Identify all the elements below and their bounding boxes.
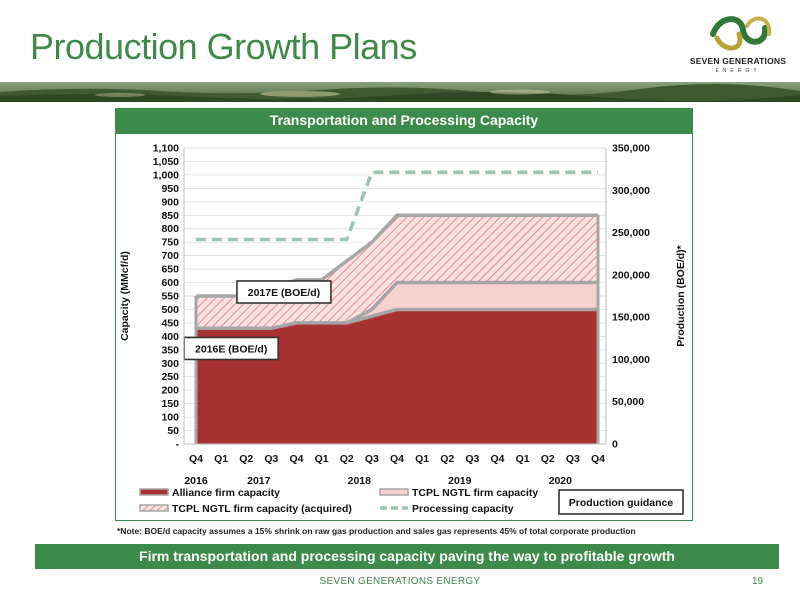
y2-tick-label: 250,000 — [612, 227, 650, 239]
x-tick-label: Q3 — [465, 453, 479, 465]
legend-item-alliance: Alliance firm capacity — [139, 487, 280, 499]
y-tick-label: 400 — [161, 331, 179, 343]
legend-item-processing: Processing capacity — [380, 503, 514, 515]
x-tick-label: Q1 — [516, 453, 530, 465]
y2-tick-label: 150,000 — [612, 312, 650, 324]
year-label: 2017 — [247, 475, 271, 487]
y2-tick-label: 200,000 — [612, 269, 650, 281]
page-number: 19 — [752, 576, 764, 587]
x-tick-label: Q4 — [289, 453, 303, 465]
footer-message: Firm transportation and processing capac… — [35, 544, 779, 569]
y-tick-label: 750 — [161, 237, 179, 249]
year-label: 2020 — [549, 475, 573, 487]
y-tick-label: 1,100 — [153, 143, 179, 155]
y-tick-label: 500 — [161, 304, 179, 316]
legend-label: Processing capacity — [412, 503, 514, 515]
legend-swatch — [379, 488, 409, 496]
y2-axis-title: Production (BOE/d)* — [675, 244, 687, 346]
company-logo: SEVEN GENERATIONS ENERGY — [683, 8, 793, 78]
y-tick-label: 50 — [167, 425, 179, 437]
logo-mark-icon — [710, 16, 772, 51]
x-tick-label: Q3 — [365, 453, 379, 465]
annotation-label: 2016E (BOE/d) — [195, 343, 267, 355]
x-tick-label: Q2 — [239, 453, 253, 465]
legend-label: TCPL NGTL firm capacity (acquired) — [172, 503, 352, 515]
chart-container: 2016E (BOE/d) 2017E (BOE/d) - 50 100 150 200 2… — [115, 133, 693, 521]
legend-item-tcpl-acquired: TCPL NGTL firm capacity (acquired) — [139, 503, 352, 515]
legend-label: TCPL NGTL firm capacity — [412, 487, 538, 499]
footer-company: SEVEN GENERATIONS ENERGY — [319, 576, 481, 587]
line-processing-capacity — [196, 170, 598, 242]
logo-sub: ENERGY — [715, 68, 761, 74]
y-tick-label: 200 — [161, 385, 179, 397]
y-tick-label: 100 — [161, 412, 179, 424]
landscape-banner — [0, 82, 800, 102]
y-tick-label: 550 — [161, 291, 179, 303]
y-tick-label: 850 — [161, 210, 179, 222]
production-guidance-box — [558, 489, 684, 515]
y-tick-label: 250 — [161, 371, 179, 383]
y-tick-label: 800 — [161, 223, 179, 235]
year-label: 2016 — [184, 475, 208, 487]
x-tick-label: Q2 — [440, 453, 454, 465]
legend-item-tcpl-ngtl: TCPL NGTL firm capacity — [379, 487, 538, 499]
y-tick-label: - — [176, 439, 180, 451]
x-tick-label: Q2 — [541, 453, 555, 465]
y-tick-label: 900 — [161, 196, 179, 208]
year-label: 2018 — [348, 475, 372, 487]
y-tick-label: 150 — [161, 398, 179, 410]
area-tcpl-ngtl — [196, 282, 598, 329]
y2-tick-label: 0 — [612, 439, 618, 451]
x-tick-label: Q1 — [415, 453, 429, 465]
chart-header: Transportation and Processing Capacity — [115, 108, 693, 133]
x-tick-label: Q2 — [340, 453, 354, 465]
annotation-label: 2017E (BOE/d) — [248, 287, 320, 299]
y-tick-label: 450 — [161, 317, 179, 329]
y2-tick-label: 300,000 — [612, 185, 650, 197]
y2-tick-label: 350,000 — [612, 143, 650, 155]
slide-title: Production Growth Plans — [30, 26, 417, 67]
x-tick-label: Q1 — [315, 453, 329, 465]
y2-tick-label: 50,000 — [612, 396, 644, 408]
footnote: *Note: BOE/d capacity assumes a 15% shri… — [117, 526, 636, 536]
annotation-box — [236, 280, 332, 304]
y-tick-label: 950 — [161, 183, 179, 195]
production-guidance-label: Production guidance — [569, 497, 674, 509]
x-tick-label: Q3 — [566, 453, 580, 465]
x-tick-label: Q4 — [390, 453, 404, 465]
y-tick-label: 300 — [161, 358, 179, 370]
production-guidance-legend: Production guidance — [558, 489, 684, 515]
x-tick-label: Q4 — [189, 453, 203, 465]
legend-swatch — [139, 488, 169, 496]
y-tick-label: 1,000 — [153, 169, 179, 181]
x-tick-label: Q4 — [490, 453, 504, 465]
x-tick-label: Q3 — [264, 453, 278, 465]
y-tick-label: 350 — [161, 344, 179, 356]
y-tick-label: 600 — [161, 277, 179, 289]
legend-swatch — [139, 504, 169, 512]
x-tick-label: Q1 — [214, 453, 228, 465]
y-axis-title: Capacity (MMcf/d) — [119, 251, 131, 341]
area-alliance — [196, 309, 598, 444]
y-tick-label: 1,050 — [153, 156, 179, 168]
year-label: 2019 — [448, 475, 472, 487]
x-tick-label: Q4 — [591, 453, 605, 465]
y2-tick-label: 100,000 — [612, 354, 650, 366]
y-tick-label: 700 — [161, 250, 179, 262]
legend-label: Alliance firm capacity — [172, 487, 280, 499]
y-tick-label: 650 — [161, 264, 179, 276]
line-alliance — [196, 307, 598, 331]
logo-name: SEVEN GENERATIONS — [689, 56, 787, 66]
